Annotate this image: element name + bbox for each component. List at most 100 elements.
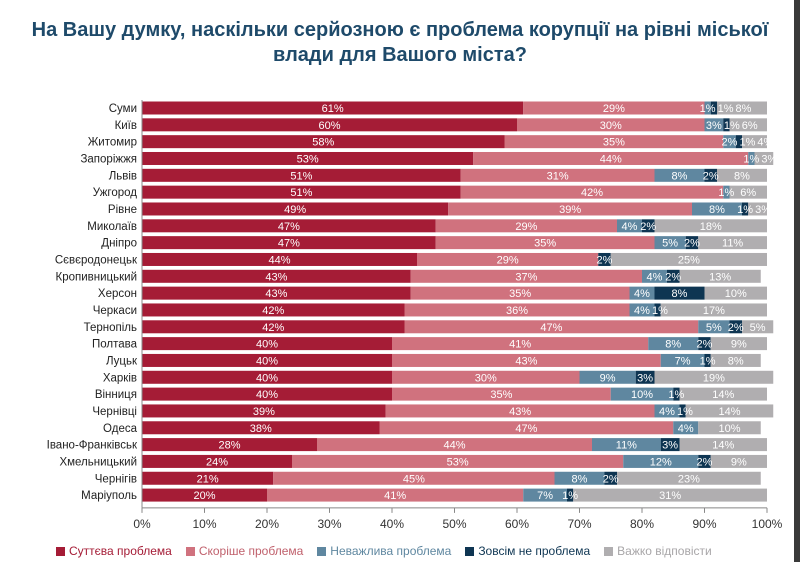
data-label: 14% xyxy=(718,406,740,418)
bar-segment xyxy=(142,387,392,401)
data-label: 41% xyxy=(384,490,406,502)
bar-segment xyxy=(698,421,761,435)
bar-segment xyxy=(392,353,661,367)
legend-item: Скоріше проблема xyxy=(185,544,303,558)
bar-segment xyxy=(685,404,774,418)
data-label: 44% xyxy=(600,153,622,165)
data-label: 3% xyxy=(706,120,722,132)
legend-swatch xyxy=(317,546,327,556)
x-tick-label: 90% xyxy=(692,517,716,531)
legend-item: Зовсім не проблема xyxy=(465,544,590,558)
data-label: 58% xyxy=(312,137,334,149)
legend-label: Суттєва проблема xyxy=(69,544,172,558)
category-label: Тернопіль xyxy=(84,322,137,334)
data-label: 44% xyxy=(268,254,290,266)
data-label: 10% xyxy=(631,389,653,401)
bar-segment xyxy=(523,101,705,115)
data-label: 51% xyxy=(290,187,312,199)
bar-segment xyxy=(742,320,774,334)
category-label: Дніпро xyxy=(101,238,137,250)
data-label: 1% xyxy=(739,137,755,149)
bar-segment xyxy=(267,488,524,502)
bar-segment xyxy=(679,438,767,452)
data-label: 39% xyxy=(253,406,275,418)
data-label: 38% xyxy=(250,423,272,435)
bar-segment xyxy=(142,353,392,367)
data-label: 37% xyxy=(515,271,537,283)
data-label: 2% xyxy=(640,221,656,233)
data-label: 7% xyxy=(675,355,691,367)
bar-segment xyxy=(729,118,767,132)
bar-segment xyxy=(710,454,767,468)
bar-segment xyxy=(654,236,686,250)
bar-segment xyxy=(704,168,717,182)
x-tick-label: 80% xyxy=(630,517,654,531)
bar-segment xyxy=(460,168,655,182)
data-label: 2% xyxy=(684,238,700,250)
legend-label: Зовсім не проблема xyxy=(478,544,591,558)
data-label: 2% xyxy=(697,456,713,468)
bar-segment xyxy=(710,101,717,115)
bar-segment xyxy=(704,353,711,367)
bar-segment xyxy=(417,252,599,266)
data-label: 29% xyxy=(497,254,519,266)
legend-swatch xyxy=(465,546,475,556)
bar-segment xyxy=(379,421,674,435)
bar-segment xyxy=(723,135,736,149)
bar-segment xyxy=(660,303,767,317)
data-label: 4% xyxy=(622,221,638,233)
bar-segment xyxy=(404,320,699,334)
bar-segment xyxy=(142,303,405,317)
bar-segment xyxy=(704,286,767,300)
category-label: Кропивницький xyxy=(56,271,137,283)
data-label: 5% xyxy=(706,322,722,334)
bar-segment xyxy=(717,101,767,115)
legend-swatch xyxy=(185,546,195,556)
data-label: 40% xyxy=(256,389,278,401)
data-label: 8% xyxy=(572,473,588,485)
data-label: 4% xyxy=(757,137,773,149)
data-label: 1% xyxy=(718,103,734,115)
bar-segment xyxy=(735,135,742,149)
data-label: 6% xyxy=(742,120,758,132)
bar-segment xyxy=(748,151,755,165)
data-label: 7% xyxy=(537,490,553,502)
bar-segment xyxy=(142,438,317,452)
category-label: Одеса xyxy=(103,423,138,435)
bar-segment xyxy=(604,471,617,485)
bar-segment xyxy=(142,337,392,351)
category-label: Херсон xyxy=(98,288,137,300)
data-label: 4% xyxy=(634,305,650,317)
legend-item: Суттєва проблема xyxy=(56,544,172,558)
data-label: 4% xyxy=(634,288,650,300)
bar-segment xyxy=(435,219,617,233)
bar-segment xyxy=(629,286,655,300)
data-label: 8% xyxy=(735,103,751,115)
category-label: Полтава xyxy=(92,339,138,351)
bar-segment xyxy=(642,219,655,233)
data-label: 8% xyxy=(734,170,750,182)
x-tick-label: 30% xyxy=(317,517,341,531)
bar-segment xyxy=(410,269,642,283)
bar-segment xyxy=(579,370,636,384)
bar-segment xyxy=(142,404,386,418)
bar-segment xyxy=(648,337,699,351)
data-label: 51% xyxy=(290,170,312,182)
bar-segment xyxy=(748,202,767,216)
bar-segment xyxy=(710,337,767,351)
data-label: 41% xyxy=(509,339,531,351)
bar-segment xyxy=(654,404,680,418)
legend-swatch xyxy=(604,546,614,556)
data-label: 18% xyxy=(700,221,722,233)
data-label: 35% xyxy=(534,238,556,250)
data-label: 8% xyxy=(709,204,725,216)
bar-segment xyxy=(673,387,680,401)
data-label: 1% xyxy=(718,187,734,199)
bar-segment xyxy=(629,303,655,317)
data-label: 19% xyxy=(703,372,725,384)
bar-segment xyxy=(717,168,767,182)
data-label: 29% xyxy=(603,103,625,115)
category-label: Чернігів xyxy=(95,473,137,485)
data-label: 35% xyxy=(603,137,625,149)
data-label: 61% xyxy=(322,103,344,115)
